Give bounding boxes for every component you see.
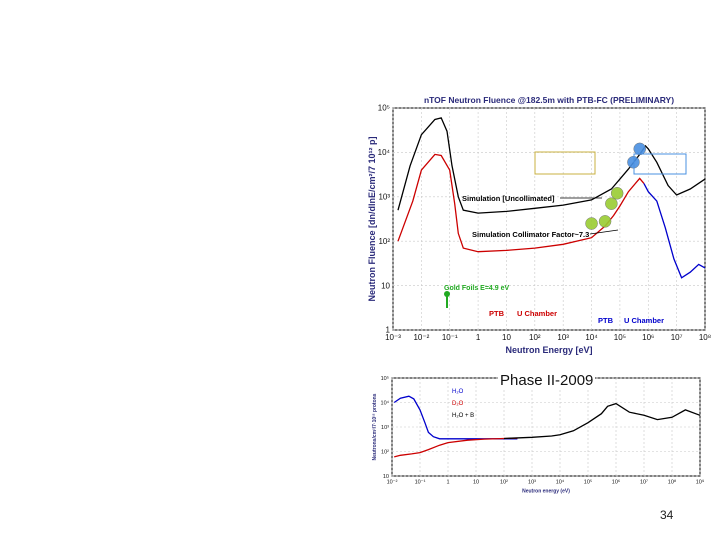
legend-entry: H₂O [452,389,464,395]
series-line-1 [394,437,518,458]
x-axis-label: Neutron energy (eV) [522,489,570,495]
y-axis-label: Neutron Fluence [dn/dlnE/cm²/7 10¹² p] [367,136,377,301]
x-tick-label: 10⁴ [585,333,598,342]
y-tick-label: 10³ [378,192,390,201]
series-line-1 [397,153,645,253]
x-tick-label: 10³ [528,480,536,486]
callout-box [633,153,687,175]
data-marker [585,217,598,230]
x-tick-label: 10⁻¹ [442,333,458,342]
x-tick-label: 10² [500,480,508,486]
x-tick-label: 10 [502,333,511,342]
y-tick-label: 10⁴ [378,148,391,157]
y-tick-label: 1 [386,326,391,335]
y-tick-label: 10⁴ [381,399,390,406]
data-marker [627,156,640,169]
y-tick-label: 10² [378,237,390,246]
x-tick-label: 10 [473,480,479,486]
x-tick-label: 10⁹ [696,479,704,486]
y-tick-label: 10 [381,281,390,290]
phase-caption: Phase II-2009 [498,372,596,389]
gold-foil-marker [444,291,450,297]
x-tick-label: 10⁴ [556,479,565,486]
x-tick-label: 10⁻² [387,480,398,486]
x-tick-label: 10⁻¹ [415,480,426,486]
y-tick-label: 10³ [381,425,389,431]
chart-annotation: PTB [598,316,614,325]
data-marker [633,142,646,156]
series-line-0 [397,117,706,214]
annotation-arrow [589,229,619,235]
plot-frame [392,107,706,331]
chart-annotation: Simulation [Uncollimated] [462,194,555,203]
chart-annotation: U Chamber [624,316,664,325]
y-tick-label: 10² [381,449,389,455]
chart-annotation: Simulation Collimator Factor~7.3 [472,230,589,239]
y-tick-label: 10 [383,474,389,480]
data-marker [605,197,618,210]
x-tick-label: 10⁻² [413,333,429,342]
data-marker [598,215,612,228]
x-tick-label: 10⁵ [584,479,592,486]
legend-entry: D₂O [452,401,464,407]
x-tick-label: 10³ [557,333,569,342]
chart-annotation: U Chamber [517,309,557,318]
chart-title: nTOF Neutron Fluence @182.5m with PTB-FC… [424,95,674,105]
series-line-2 [643,183,706,279]
x-tick-label: 10² [529,333,541,342]
x-tick-label: 10⁷ [671,333,683,342]
x-tick-label: 10⁷ [640,479,648,486]
x-tick-label: 10⁻³ [385,333,401,342]
x-tick-label: 1 [476,333,481,342]
y-tick-label: 10⁵ [378,104,390,113]
x-tick-label: 10⁶ [642,333,654,342]
x-tick-label: 10⁶ [612,479,620,486]
chart-annotation: Gold Foils E=4.9 eV [444,285,509,292]
x-tick-label: 10⁵ [614,333,626,342]
legend-entry: H₂O + B [452,413,474,419]
x-tick-label: 1 [446,480,449,486]
y-tick-label: 10⁵ [381,375,389,382]
y-axis-label: Neutrons/cm²/7·10¹² protons [372,393,378,460]
x-tick-label: 10⁸ [668,479,676,486]
x-axis-label: Neutron Energy [eV] [505,345,592,355]
callout-box [534,151,596,175]
series-line-2 [503,402,701,440]
chart-annotation: PTB [489,309,505,318]
data-marker [610,187,624,200]
x-tick-label: 10⁸ [699,333,711,342]
slide-number: 34 [660,508,674,522]
